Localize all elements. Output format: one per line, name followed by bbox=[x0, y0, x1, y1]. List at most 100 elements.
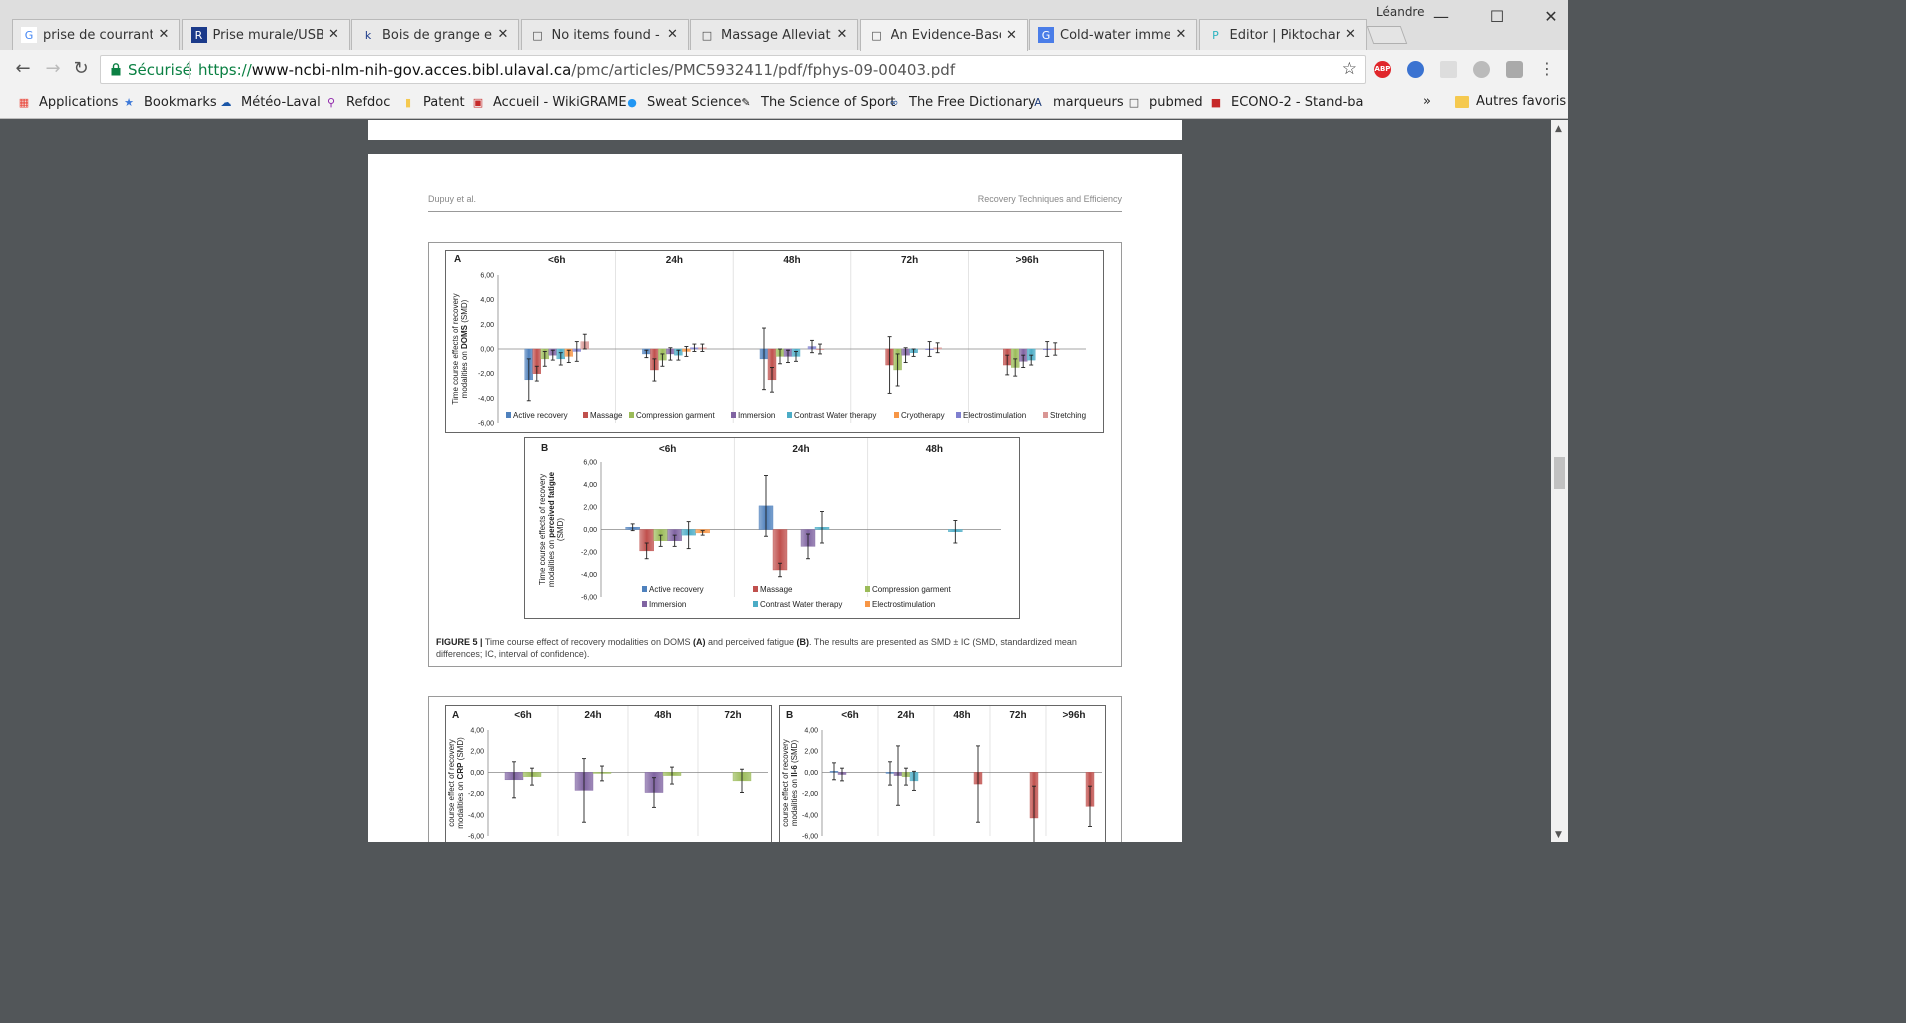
figure-5: A Time course effects of recovery modaliti… bbox=[428, 242, 1122, 667]
tab-close-icon[interactable]: ✕ bbox=[158, 27, 170, 42]
tab-close-icon[interactable]: ✕ bbox=[497, 27, 509, 42]
puzzle-extension-icon[interactable] bbox=[1506, 61, 1523, 78]
bookmark-star-icon[interactable]: ☆ bbox=[1341, 59, 1357, 79]
bookmark-item[interactable]: ▮ Patent bbox=[400, 94, 465, 110]
bookmark-item[interactable]: ▦ Applications bbox=[16, 94, 119, 110]
bookmark-item[interactable]: ▣ Accueil - WikiGRAME bbox=[470, 94, 627, 110]
forward-arrow-icon[interactable]: → bbox=[45, 58, 61, 79]
url-text[interactable]: https://www-ncbi-nlm-nih-gov.acces.bibl.… bbox=[198, 61, 955, 79]
reload-icon[interactable]: ↻ bbox=[73, 58, 89, 79]
chart-perceived-fatigue: B Time course effects of recovery modaliti… bbox=[524, 437, 1020, 619]
panel-letter: B bbox=[786, 710, 793, 721]
tab-title: Massage Alleviates bbox=[721, 27, 831, 43]
legend-swatch bbox=[1043, 412, 1048, 418]
legend-swatch bbox=[506, 412, 511, 418]
legend-swatch bbox=[753, 601, 758, 607]
category-label: >96h bbox=[1062, 710, 1085, 721]
tfd-icon: ∞ bbox=[889, 95, 899, 109]
pdf-viewer: Dupuy et al. Recovery Techniques and Eff… bbox=[0, 120, 1568, 842]
y-tick-label: 0,00 bbox=[804, 770, 818, 777]
category-label: <6h bbox=[514, 710, 532, 721]
tab-close-icon[interactable]: ✕ bbox=[836, 27, 848, 42]
tab-title: prise de courrant us bbox=[43, 27, 153, 43]
tab-close-icon[interactable]: ✕ bbox=[1345, 27, 1356, 42]
y-tick-label: -4,00 bbox=[581, 572, 597, 579]
y-axis-label: Time course effects of recovery bbox=[538, 474, 547, 585]
legend-label: Active recovery bbox=[649, 585, 704, 594]
other-bookmarks-label: Autres favoris bbox=[1476, 94, 1567, 109]
tab-close-icon[interactable]: ✕ bbox=[1175, 27, 1187, 42]
tab-close-icon[interactable]: ✕ bbox=[667, 27, 678, 42]
browser-tab[interactable]: k Bois de grange et m ✕ bbox=[351, 19, 519, 50]
tab-close-icon[interactable]: ✕ bbox=[328, 27, 339, 42]
address-bar[interactable]: Sécurisé https://www-ncbi-nlm-nih-gov.ac… bbox=[100, 55, 1366, 84]
caption-panel-b: (B) bbox=[796, 637, 810, 647]
vertical-scrollbar[interactable]: ▲ ▼ bbox=[1551, 120, 1568, 842]
close-window-icon[interactable]: ✕ bbox=[1544, 7, 1558, 26]
url-path: /pmc/articles/PMC5932411/pdf/fphys-09-00… bbox=[571, 61, 956, 79]
other-bookmarks[interactable]: Autres favoris bbox=[1455, 94, 1566, 109]
bookmark-item[interactable]: ☁ Météo-Laval bbox=[218, 94, 321, 110]
security-status[interactable]: Sécurisé bbox=[128, 61, 192, 79]
y-tick-label: -4,00 bbox=[478, 396, 494, 403]
y-tick-label: 4,00 bbox=[470, 728, 484, 735]
star-icon: ★ bbox=[124, 95, 134, 109]
tab-close-icon[interactable]: ✕ bbox=[1006, 27, 1017, 43]
rona-icon: R bbox=[190, 27, 207, 43]
scrollbar-thumb[interactable] bbox=[1554, 457, 1565, 489]
y-axis-label: modalities on perceived fatigue bbox=[547, 471, 556, 587]
k-icon: k bbox=[364, 28, 372, 42]
tab-title: Cold-water immersi bbox=[1060, 27, 1170, 43]
bookmark-item[interactable]: ■ ECONO-2 - Stand-ba bbox=[1208, 94, 1364, 110]
scroll-down-arrow-icon[interactable]: ▼ bbox=[1555, 830, 1562, 840]
browser-tab[interactable]: G Cold-water immersi ✕ bbox=[1029, 19, 1197, 50]
scroll-up-arrow-icon[interactable]: ▲ bbox=[1555, 124, 1562, 134]
circle-extension-icon[interactable] bbox=[1473, 61, 1490, 78]
bookmarks-overflow-button[interactable]: » bbox=[1423, 94, 1431, 109]
bookmark-label: marqueurs bbox=[1053, 94, 1124, 110]
legend-label: Stretching bbox=[1050, 411, 1086, 420]
profile-name[interactable]: Léandre bbox=[1376, 5, 1425, 19]
minimize-icon[interactable]: — bbox=[1433, 7, 1449, 26]
wiki-icon: ▣ bbox=[472, 95, 484, 109]
graduation-cap-icon[interactable] bbox=[1407, 61, 1424, 78]
y-tick-label: 6,00 bbox=[480, 273, 494, 280]
y-tick-label: -6,00 bbox=[581, 595, 597, 602]
page-icon: □ bbox=[532, 28, 543, 42]
tab-title: No items found - Pu bbox=[551, 27, 662, 43]
browser-tab[interactable]: R Prise murale/USB hy ✕ bbox=[181, 19, 350, 50]
browser-tab[interactable]: □ An Evidence-Based ✕ bbox=[859, 19, 1028, 51]
legend-label: Electrostimulation bbox=[963, 411, 1026, 420]
bookmark-item[interactable]: ★ Bookmarks bbox=[121, 94, 217, 110]
chart-perceived-fatigue-svg: B Time course effects of recovery modaliti… bbox=[538, 438, 1001, 609]
maximize-icon[interactable]: ☐ bbox=[1489, 7, 1505, 26]
y-tick-label: 6,00 bbox=[583, 460, 597, 467]
y-tick-label: 0,00 bbox=[480, 347, 494, 354]
document-extension-icon[interactable] bbox=[1440, 61, 1457, 78]
legend-label: Compression garment bbox=[872, 585, 951, 594]
browser-tab[interactable]: □ No items found - Pu ✕ bbox=[520, 19, 689, 50]
browser-tab[interactable]: P Editor | Piktochart ✕ bbox=[1198, 19, 1367, 50]
adblock-plus-icon[interactable]: ABP bbox=[1374, 61, 1391, 78]
bookmark-item[interactable]: ✎ The Science of Sport bbox=[738, 94, 895, 110]
back-arrow-icon[interactable]: ← bbox=[15, 58, 31, 79]
bookmark-item[interactable]: □ pubmed bbox=[1126, 94, 1203, 110]
legend-label: Contrast Water therapy bbox=[760, 600, 842, 609]
legend-label: Massage bbox=[590, 411, 623, 420]
url-scheme: https:// bbox=[198, 61, 252, 79]
pdf-page-previous bbox=[368, 120, 1182, 140]
bookmark-item[interactable]: ● Sweat Science bbox=[624, 94, 741, 110]
category-label: <6h bbox=[659, 444, 677, 455]
bookmark-item[interactable]: ⚲ Refdoc bbox=[323, 94, 390, 110]
bookmark-label: Patent bbox=[423, 94, 465, 110]
menu-kebab-icon[interactable]: ⋮ bbox=[1539, 59, 1555, 78]
url-host: www-ncbi-nlm-nih-gov.acces.bibl.ulaval.c… bbox=[251, 61, 572, 79]
y-tick-label: 4,00 bbox=[583, 482, 597, 489]
new-tab-button[interactable] bbox=[1366, 26, 1408, 44]
browser-tab[interactable]: □ Massage Alleviates ✕ bbox=[690, 19, 858, 50]
bookmark-item[interactable]: ∞ The Free Dictionary bbox=[886, 94, 1035, 110]
